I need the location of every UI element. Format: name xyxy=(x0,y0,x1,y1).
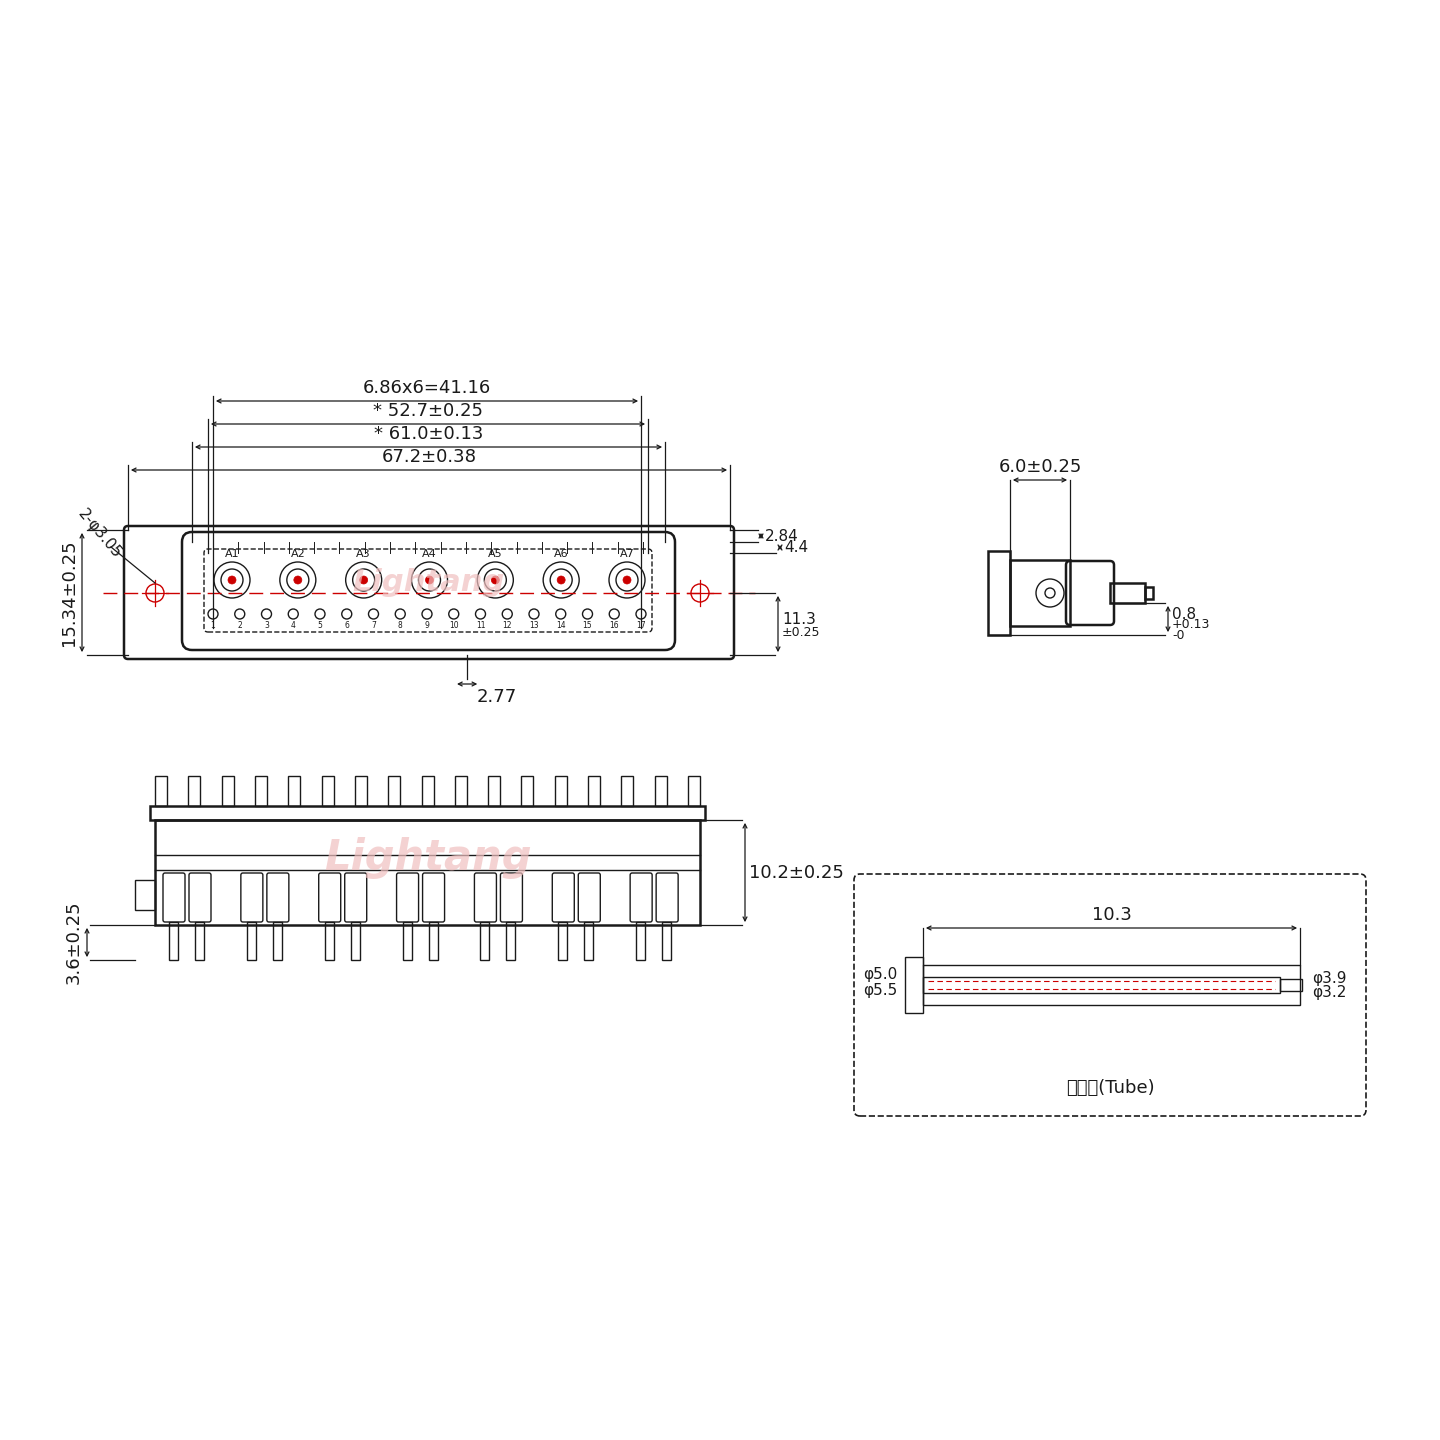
Text: -0: -0 xyxy=(1172,628,1185,641)
Bar xyxy=(429,922,438,960)
Text: 2-φ3.05: 2-φ3.05 xyxy=(75,507,124,562)
Bar xyxy=(194,922,204,960)
Bar xyxy=(321,776,334,806)
Bar xyxy=(288,776,301,806)
Text: 2: 2 xyxy=(238,621,242,631)
Text: 13: 13 xyxy=(528,621,539,631)
Bar xyxy=(904,958,923,1012)
Text: +0.13: +0.13 xyxy=(1172,618,1211,631)
Circle shape xyxy=(425,576,433,585)
Bar xyxy=(403,922,412,960)
Bar xyxy=(622,776,634,806)
Bar xyxy=(455,776,467,806)
Text: φ5.0: φ5.0 xyxy=(863,968,897,982)
Text: Lightang: Lightang xyxy=(353,567,505,598)
Bar xyxy=(988,552,1009,635)
Text: 10: 10 xyxy=(449,621,458,631)
Bar xyxy=(156,819,700,924)
Circle shape xyxy=(228,576,236,585)
Text: 2.77: 2.77 xyxy=(477,688,517,706)
Bar xyxy=(189,776,200,806)
Circle shape xyxy=(294,576,302,585)
Text: 15.34±0.25: 15.34±0.25 xyxy=(60,539,78,645)
Bar xyxy=(222,776,233,806)
Text: A3: A3 xyxy=(356,549,372,559)
Text: φ3.2: φ3.2 xyxy=(1312,985,1346,1001)
Bar xyxy=(1280,979,1302,991)
Text: 16: 16 xyxy=(609,621,619,631)
Bar xyxy=(1110,583,1145,603)
Text: 9: 9 xyxy=(425,621,429,631)
Text: * 61.0±0.13: * 61.0±0.13 xyxy=(374,425,484,444)
Text: Lightang: Lightang xyxy=(324,837,531,878)
Bar xyxy=(1145,588,1153,599)
Bar xyxy=(588,776,600,806)
Bar xyxy=(662,922,671,960)
Circle shape xyxy=(491,576,500,585)
Text: 3: 3 xyxy=(264,621,269,631)
Text: * 52.7±0.25: * 52.7±0.25 xyxy=(373,402,482,420)
Bar xyxy=(354,776,367,806)
Bar xyxy=(324,922,334,960)
Bar xyxy=(389,776,400,806)
Text: A4: A4 xyxy=(422,549,436,559)
Text: A6: A6 xyxy=(554,549,569,559)
Text: A1: A1 xyxy=(225,549,239,559)
Bar xyxy=(150,806,706,819)
Bar xyxy=(923,976,1280,994)
Text: 7: 7 xyxy=(372,621,376,631)
Circle shape xyxy=(557,576,564,585)
Text: 6.86x6=41.16: 6.86x6=41.16 xyxy=(363,379,491,397)
Bar xyxy=(246,922,256,960)
Text: φ3.9: φ3.9 xyxy=(1312,971,1346,985)
Bar xyxy=(585,922,593,960)
Bar xyxy=(351,922,360,960)
Bar xyxy=(481,922,490,960)
Bar xyxy=(559,922,567,960)
Bar xyxy=(135,880,156,910)
Bar xyxy=(156,776,167,806)
Text: 17: 17 xyxy=(636,621,645,631)
Text: 4: 4 xyxy=(291,621,295,631)
Text: A7: A7 xyxy=(619,549,635,559)
Text: 屏蔽管(Tube): 屏蔽管(Tube) xyxy=(1066,1079,1155,1097)
Text: 14: 14 xyxy=(556,621,566,631)
Bar xyxy=(272,922,282,960)
Text: 11.3: 11.3 xyxy=(782,612,816,626)
Bar xyxy=(255,776,266,806)
Bar xyxy=(521,776,533,806)
Text: 2.84: 2.84 xyxy=(765,528,799,543)
Circle shape xyxy=(360,576,367,585)
Text: 5: 5 xyxy=(318,621,323,631)
Text: 10.3: 10.3 xyxy=(1092,906,1132,924)
Text: 4.4: 4.4 xyxy=(783,540,808,554)
Text: 6.0±0.25: 6.0±0.25 xyxy=(998,458,1081,477)
Bar xyxy=(554,776,567,806)
Text: 10.2±0.25: 10.2±0.25 xyxy=(749,864,844,881)
Text: 6: 6 xyxy=(344,621,348,631)
Bar xyxy=(923,965,1300,1005)
Text: 11: 11 xyxy=(475,621,485,631)
Text: 0.8: 0.8 xyxy=(1172,606,1197,622)
Text: A2: A2 xyxy=(291,549,305,559)
Circle shape xyxy=(624,576,631,585)
Text: ±0.25: ±0.25 xyxy=(782,625,821,638)
Text: φ5.5: φ5.5 xyxy=(863,982,897,998)
Text: 12: 12 xyxy=(503,621,513,631)
Text: 8: 8 xyxy=(397,621,403,631)
Bar xyxy=(168,922,179,960)
Bar xyxy=(507,922,516,960)
Bar xyxy=(636,922,645,960)
Text: 1: 1 xyxy=(210,621,216,631)
Bar xyxy=(488,776,500,806)
Text: 67.2±0.38: 67.2±0.38 xyxy=(382,448,477,467)
Text: 3.6±0.25: 3.6±0.25 xyxy=(65,900,84,985)
Bar xyxy=(1009,560,1070,626)
Bar xyxy=(422,776,433,806)
Bar xyxy=(688,776,700,806)
Text: 15: 15 xyxy=(583,621,592,631)
Text: A5: A5 xyxy=(488,549,503,559)
Bar xyxy=(655,776,667,806)
